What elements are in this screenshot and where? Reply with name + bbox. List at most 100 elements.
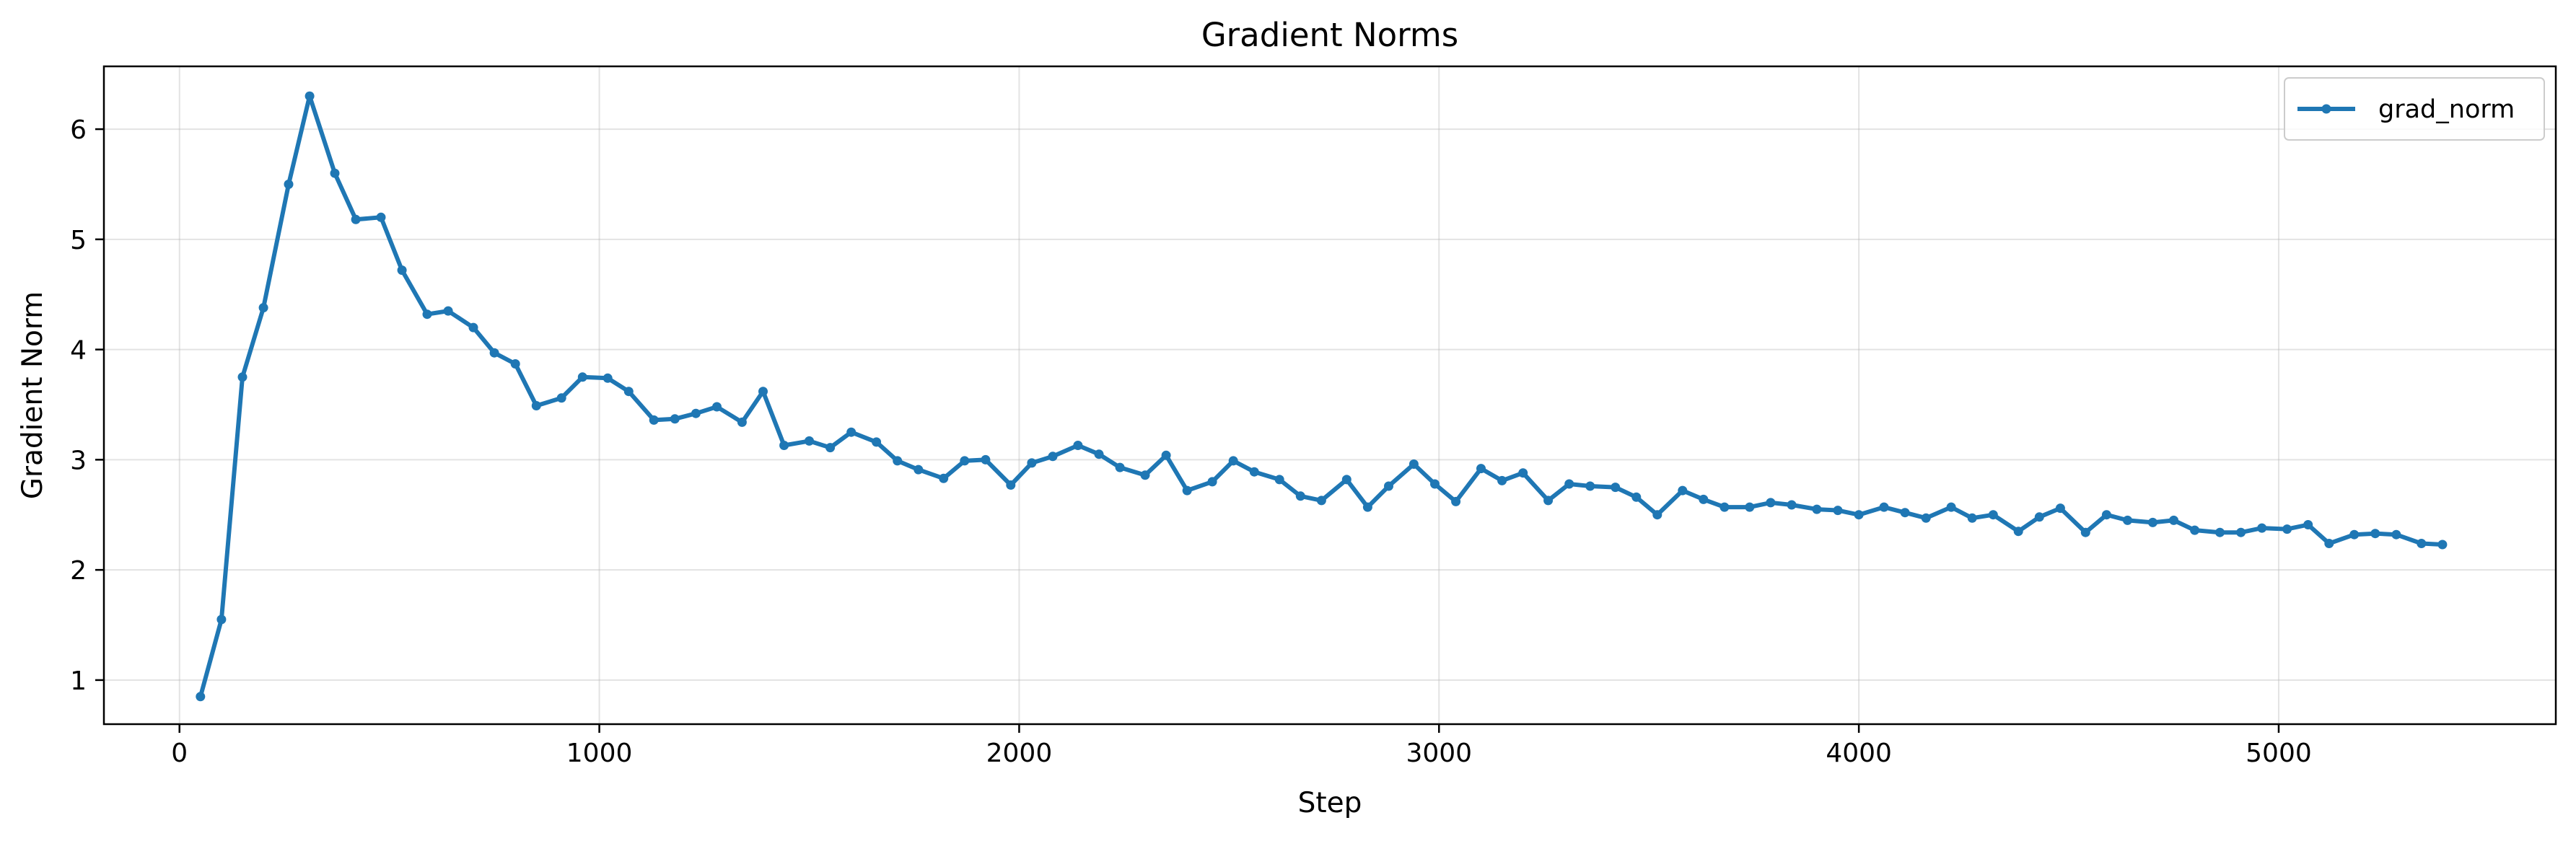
data-point — [531, 401, 541, 410]
data-point — [1988, 510, 1998, 520]
data-point — [1543, 496, 1554, 506]
data-point — [397, 265, 407, 276]
legend-box — [2284, 77, 2545, 141]
data-point — [737, 417, 747, 427]
legend: grad_norm — [2284, 77, 2545, 141]
data-point — [2147, 517, 2157, 527]
data-point — [1518, 468, 1528, 478]
data-point — [1879, 502, 1889, 512]
data-point — [1073, 441, 1083, 450]
data-point — [2215, 527, 2225, 537]
data-point — [1384, 481, 1393, 491]
y-tick-label: 4 — [70, 336, 87, 366]
data-point — [351, 214, 361, 224]
data-point — [1812, 504, 1822, 514]
data-point — [2055, 503, 2065, 514]
y-tick-label: 1 — [70, 666, 87, 696]
legend-label: grad_norm — [2378, 95, 2515, 124]
data-point — [981, 454, 991, 464]
data-point — [376, 212, 386, 222]
grid-lines — [104, 66, 2556, 724]
data-point — [2190, 525, 2200, 535]
data-point — [510, 359, 520, 369]
data-point — [1409, 459, 1419, 469]
data-point — [305, 91, 315, 101]
data-point — [805, 436, 814, 446]
data-point — [872, 437, 882, 447]
data-point — [2437, 540, 2448, 550]
data-point — [1182, 485, 1192, 496]
data-point — [489, 348, 499, 358]
data-point — [893, 456, 903, 466]
data-point — [237, 372, 247, 382]
data-point — [758, 387, 768, 397]
data-point — [258, 303, 268, 313]
data-point — [1295, 491, 1305, 501]
data-point — [1430, 479, 1440, 489]
data-point — [1161, 450, 1171, 460]
data-point — [1451, 496, 1461, 506]
data-point — [1719, 502, 1730, 512]
data-point — [2282, 524, 2292, 534]
data-point — [1228, 456, 1238, 466]
data-point — [1678, 485, 1688, 496]
x-tick-label: 3000 — [1406, 739, 1472, 768]
data-point — [2370, 529, 2380, 539]
data-point — [1249, 467, 1259, 477]
data-point — [1787, 500, 1797, 510]
data-point — [2080, 527, 2090, 537]
data-point — [1006, 480, 1016, 490]
data-point — [577, 372, 587, 382]
data-point — [1699, 494, 1709, 504]
chart-title: Gradient Norms — [1201, 16, 1458, 54]
data-point — [1476, 464, 1486, 474]
data-point — [2123, 515, 2132, 525]
data-point — [1766, 498, 1776, 508]
data-point — [2391, 529, 2401, 540]
x-axis-label: Step — [1298, 787, 1362, 819]
data-point — [712, 402, 722, 412]
y-tick-label: 2 — [70, 556, 87, 586]
data-point — [2169, 515, 2178, 525]
data-point — [2236, 527, 2246, 537]
x-tick-label: 0 — [171, 739, 188, 768]
y-tick-label: 3 — [70, 446, 87, 475]
data-point — [1631, 492, 1642, 502]
data-point — [1585, 481, 1595, 491]
data-point — [939, 473, 949, 483]
data-point — [623, 387, 634, 397]
plot-area-frame — [102, 65, 2557, 726]
y-tick-label: 6 — [70, 115, 87, 145]
data-point — [330, 168, 340, 178]
data-point — [1854, 510, 1864, 520]
data-point — [2101, 510, 2111, 520]
data-point — [846, 427, 857, 437]
axis-ticks: 0 1000 2000 3000 4000 5000 1 2 3 4 5 6 — [70, 115, 2312, 768]
data-point — [1611, 483, 1621, 493]
data-point — [2303, 520, 2313, 529]
legend-marker-swatch — [2321, 104, 2331, 114]
data-point — [1946, 502, 1956, 512]
data-point — [2257, 523, 2267, 533]
data-point — [1745, 502, 1755, 512]
data-point — [1497, 475, 1507, 485]
data-point — [1048, 452, 1058, 462]
data-point — [284, 180, 294, 189]
data-point — [1341, 475, 1351, 485]
data-point — [2013, 527, 2023, 537]
data-point — [2034, 512, 2044, 522]
data-point — [1362, 502, 1372, 512]
y-axis-label: Gradient Norm — [17, 291, 49, 500]
data-point — [2417, 539, 2427, 548]
data-point — [914, 464, 924, 475]
data-point — [2349, 529, 2360, 540]
plot-series-layer — [196, 91, 2448, 702]
data-point — [1967, 513, 1977, 523]
data-point — [1564, 479, 1574, 489]
data-point — [691, 408, 701, 418]
x-tick-label: 4000 — [1826, 739, 1892, 768]
data-point — [670, 414, 680, 424]
data-point — [196, 692, 206, 702]
